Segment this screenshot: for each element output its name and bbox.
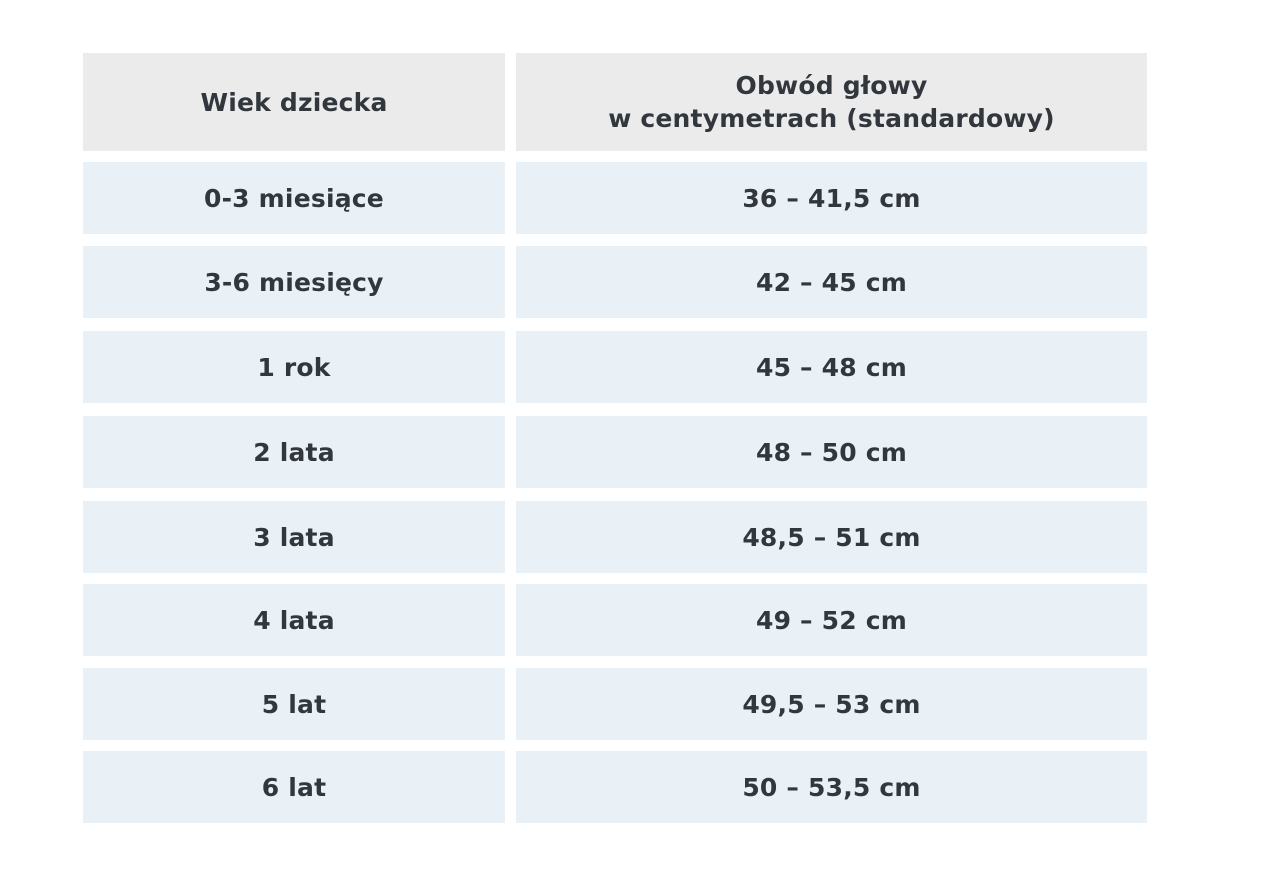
circumference-value: 48,5 – 51 cm: [742, 522, 921, 552]
header-circumference-label: Obwód głowy w centymetrach (standardowy): [608, 69, 1055, 135]
age-value: 0-3 miesiące: [204, 183, 384, 213]
circumference-value: 36 – 41,5 cm: [742, 183, 921, 213]
table-cell-age: 3-6 miesięcy: [83, 246, 505, 318]
table-cell-age: 5 lat: [83, 668, 505, 740]
header-age-label: Wiek dziecka: [200, 87, 388, 117]
table-cell-age: 0-3 miesiące: [83, 162, 505, 234]
header-age: Wiek dziecka: [83, 53, 505, 151]
table-cell-circumference: 48 – 50 cm: [516, 416, 1147, 488]
table-cell-circumference: 50 – 53,5 cm: [516, 751, 1147, 823]
table-cell-circumference: 36 – 41,5 cm: [516, 162, 1147, 234]
circumference-value: 49 – 52 cm: [755, 605, 908, 635]
circumference-value: 49,5 – 53 cm: [742, 689, 921, 719]
table-cell-circumference: 42 – 45 cm: [516, 246, 1147, 318]
age-value: 1 rok: [257, 352, 331, 382]
table-cell-age: 2 lata: [83, 416, 505, 488]
header-line-2: w centymetrach (standardowy): [608, 104, 1055, 133]
table-cell-age: 1 rok: [83, 331, 505, 403]
age-value: 2 lata: [253, 437, 335, 467]
table-cell-circumference: 49 – 52 cm: [516, 584, 1147, 656]
table-cell-circumference: 45 – 48 cm: [516, 331, 1147, 403]
age-value: 5 lat: [261, 689, 327, 719]
table-cell-age: 4 lata: [83, 584, 505, 656]
table-cell-circumference: 49,5 – 53 cm: [516, 668, 1147, 740]
age-value: 4 lata: [253, 605, 335, 635]
age-value: 6 lat: [261, 772, 327, 802]
circumference-value: 45 – 48 cm: [755, 352, 908, 382]
header-line-1: Obwód głowy: [735, 71, 928, 100]
age-value: 3-6 miesięcy: [204, 267, 384, 297]
table-cell-age: 3 lata: [83, 501, 505, 573]
age-value: 3 lata: [253, 522, 335, 552]
header-circumference: Obwód głowy w centymetrach (standardowy): [516, 53, 1147, 151]
table-cell-circumference: 48,5 – 51 cm: [516, 501, 1147, 573]
circumference-value: 48 – 50 cm: [755, 437, 908, 467]
circumference-value: 42 – 45 cm: [755, 267, 908, 297]
circumference-value: 50 – 53,5 cm: [742, 772, 921, 802]
table-cell-age: 6 lat: [83, 751, 505, 823]
